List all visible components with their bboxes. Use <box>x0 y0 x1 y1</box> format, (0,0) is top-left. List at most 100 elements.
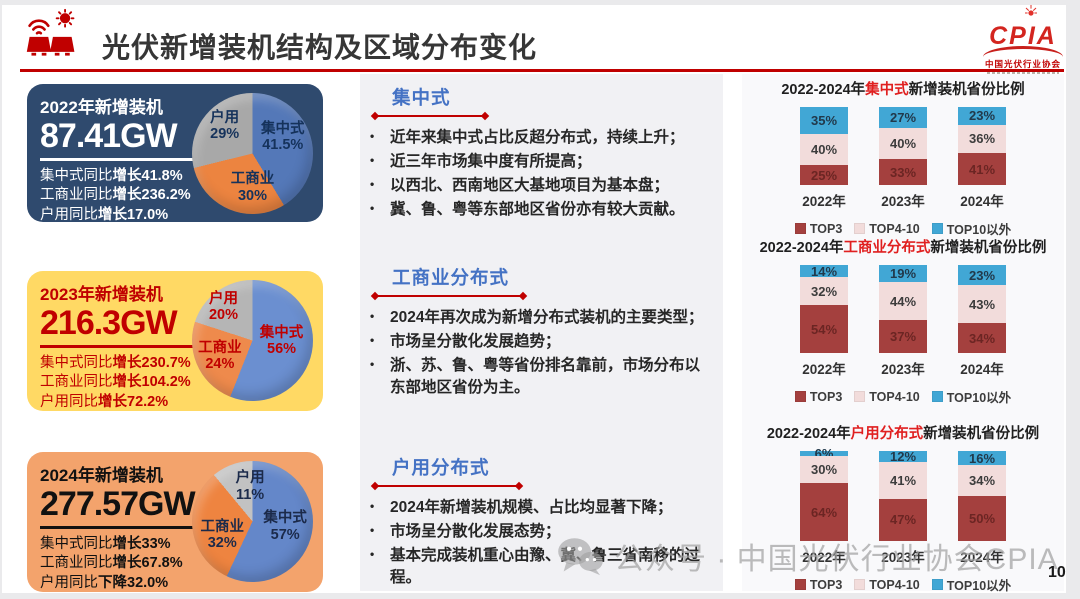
bar-segment-TOP4-10: 41% <box>879 461 927 499</box>
heading-underline <box>374 115 486 117</box>
legend-item-TOP3: TOP3 <box>794 575 842 594</box>
pie-slice-label: 工商业 32% <box>200 518 245 551</box>
chart-title: 2022-2024年工商业分布式新增装机省份比例 <box>759 240 1047 256</box>
solar-panel-icon <box>26 8 75 56</box>
pie-chart-2023: 集中式 56% 工商业 24% 户用 20% <box>192 280 313 401</box>
frame-edge-top <box>0 0 1080 5</box>
year-card-2023: 2023年新增装机 216.3GW 集中式同比增长230.7% 工商业同比增长10… <box>27 271 323 411</box>
bar-segment-TOP3: 41% <box>958 153 1006 185</box>
stat-line: 工商业同比增长236.2% <box>40 187 191 204</box>
chart-title: 2022-2024年户用分布式新增装机省份比例 <box>766 426 1040 442</box>
bar-segment-TOP4-10: 36% <box>958 124 1006 154</box>
legend-item-TOP4-10: TOP4-10 <box>854 575 920 594</box>
pie-slice-label: 户用 20% <box>208 290 238 323</box>
pie-chart-2024: 集中式 57% 工商业 32% 户用 11% <box>192 461 313 582</box>
bar-segment-TOP4-10: 43% <box>958 285 1006 324</box>
bullet-item: 市场呈分散化发展趋势； <box>360 331 715 353</box>
chart-legend: TOP3 TOP4-10 TOP10以外 <box>742 575 1064 594</box>
bar-segment-TOP4-10: 32% <box>800 277 848 306</box>
legend-swatch <box>854 391 866 402</box>
bar-segment-TOP3: 64% <box>800 483 848 541</box>
legend-swatch <box>854 579 866 590</box>
logo-brand: CPIA <box>989 22 1057 50</box>
category-label: 2024年 <box>960 550 1004 565</box>
card-capacity-value: 87.41GW <box>40 117 178 155</box>
stacked-bar-2023年: 12% 41% 47% <box>879 449 927 541</box>
heading-underline <box>374 485 520 487</box>
category-label: 2022年 <box>802 194 846 209</box>
card-year-label: 2024年新增装机 <box>40 466 163 485</box>
bar-segment-TOP10以外: 14% <box>800 264 848 279</box>
pie-slice-label: 集中式 41.5% <box>261 120 305 153</box>
logo-sun-icon <box>1025 5 1037 16</box>
bullet-item: 以西北、西南地区大基地项目为基本盘； <box>360 175 715 197</box>
legend-swatch <box>794 579 806 590</box>
stat-line: 集中式同比增长33% <box>40 535 171 552</box>
legend-item-TOP4-10: TOP4-10 <box>854 219 920 238</box>
section-centralized: 集中式 近年来集中式占比反超分布式，持续上升；近三年市场集中度有所提高；以西北、… <box>360 84 723 224</box>
bullet-item: 市场呈分散化发展态势； <box>360 521 715 543</box>
legend-swatch <box>794 391 806 402</box>
bullet-item: 冀、鲁、粤等东部地区省份亦有较大贡献。 <box>360 199 715 221</box>
bullet-item: 2024年新增装机规模、占比均显著下降； <box>360 497 715 519</box>
section-heading: 户用分布式 <box>392 457 490 478</box>
year-card-2024: 2024年新增装机 277.57GW 集中式同比增长33% 工商业同比增长67.8… <box>27 452 323 592</box>
commentary-panel: 集中式 近年来集中式占比反超分布式，持续上升；近三年市场集中度有所提高；以西北、… <box>360 74 723 591</box>
section-heading: 工商业分布式 <box>392 267 510 288</box>
pie-slice-label: 集中式 56% <box>259 324 304 357</box>
legend-swatch <box>931 223 943 234</box>
card-stats: 集中式同比增长41.8% 工商业同比增长236.2% 户用同比增长17.0% <box>40 167 210 226</box>
card-capacity-value: 277.57GW <box>40 485 196 523</box>
card-year-label: 2023年新增装机 <box>40 285 163 304</box>
bar-segment-TOP3: 47% <box>879 498 927 541</box>
bar-segment-TOP10以外: 16% <box>958 451 1006 466</box>
bar-segment-TOP3: 54% <box>800 305 848 353</box>
stacked-bar-2022年: 6% 30% 64% <box>800 446 848 541</box>
stacked-bar-2023年: 27% 40% 33% <box>879 107 927 185</box>
legend-item-TOP3: TOP3 <box>794 219 842 238</box>
frame-edge-right <box>1066 0 1080 599</box>
bars-area: 35% 40% 25% 27% 40% 33% 23% 36% 41% <box>800 107 1006 185</box>
card-text-block: 2022年新增装机 87.41GW 集中式同比增长41.8% 工商业同比增长236… <box>40 93 210 225</box>
card-text-block: 2024年新增装机 277.57GW 集中式同比增长33% 工商业同比增长67.8… <box>40 461 210 593</box>
logo-english-line <box>987 72 1059 75</box>
logo-org-name: 中国光伏行业协会 <box>984 59 1061 69</box>
bar-chart-residential: 2022-2024年户用分布式新增装机省份比例 6% 30% 64% 12% 41% 47… <box>742 424 1064 594</box>
category-axis: 2022年 2023年 2024年 <box>789 190 1017 210</box>
frame-edge-bottom <box>0 593 1080 599</box>
bars-area: 14% 32% 54% 19% 44% 37% 23% 43% 34% <box>800 264 1006 353</box>
pie-slice-label: 户用 29% <box>210 109 240 142</box>
stacked-bar-2024年: 23% 36% 41% <box>958 107 1006 185</box>
legend-swatch <box>931 391 943 402</box>
province-share-charts-panel: 2022-2024年集中式新增装机省份比例 35% 40% 25% 27% 40% 33%… <box>742 74 1064 594</box>
legend-item-TOP10以外: TOP10以外 <box>931 387 1011 406</box>
frame-edge-left <box>0 0 2 599</box>
legend-item-TOP10以外: TOP10以外 <box>931 575 1011 594</box>
card-underline <box>40 344 200 348</box>
category-label: 2023年 <box>881 550 925 565</box>
bars-area: 6% 30% 64% 12% 41% 47% 16% 34% 50% <box>800 446 1006 541</box>
bar-segment-TOP10以外: 19% <box>879 265 927 282</box>
legend-swatch <box>794 223 806 234</box>
section-commercial-industrial: 工商业分布式 2024年再次成为新增分布式装机的主要类型；市场呈分散化发展趋势；… <box>360 264 723 402</box>
stacked-bar-2024年: 23% 43% 34% <box>958 265 1006 353</box>
bullet-list: 2024年新增装机规模、占比均显著下降；市场呈分散化发展态势；基本完成装机重心由… <box>360 497 723 590</box>
pie-slice-label: 户用 11% <box>235 470 265 503</box>
legend-swatch <box>931 579 943 590</box>
bullet-item: 2024年再次成为新增分布式装机的主要类型； <box>360 307 715 329</box>
bar-segment-TOP4-10: 34% <box>958 465 1006 496</box>
stat-line: 户用同比下降32.0% <box>40 574 169 591</box>
bar-segment-TOP4-10: 44% <box>879 281 927 321</box>
chart-title: 2022-2024年集中式新增装机省份比例 <box>781 82 1025 98</box>
category-axis: 2022年 2023年 2024年 <box>789 358 1017 378</box>
bar-segment-TOP3: 37% <box>879 320 927 353</box>
section-residential: 户用分布式 2024年新增装机规模、占比均显著下降；市场呈分散化发展态势；基本完… <box>360 454 723 592</box>
category-label: 2024年 <box>960 362 1004 377</box>
bar-segment-TOP10以外: 27% <box>879 107 927 129</box>
bar-segment-TOP4-10: 40% <box>800 134 848 166</box>
stat-line: 工商业同比增长104.2% <box>40 374 191 391</box>
category-axis: 2022年 2023年 2024年 <box>789 546 1017 566</box>
bullet-item: 近三年市场集中度有所提高； <box>360 151 715 173</box>
card-stats: 集中式同比增长33% 工商业同比增长67.8% 户用同比下降32.0% <box>40 535 210 594</box>
